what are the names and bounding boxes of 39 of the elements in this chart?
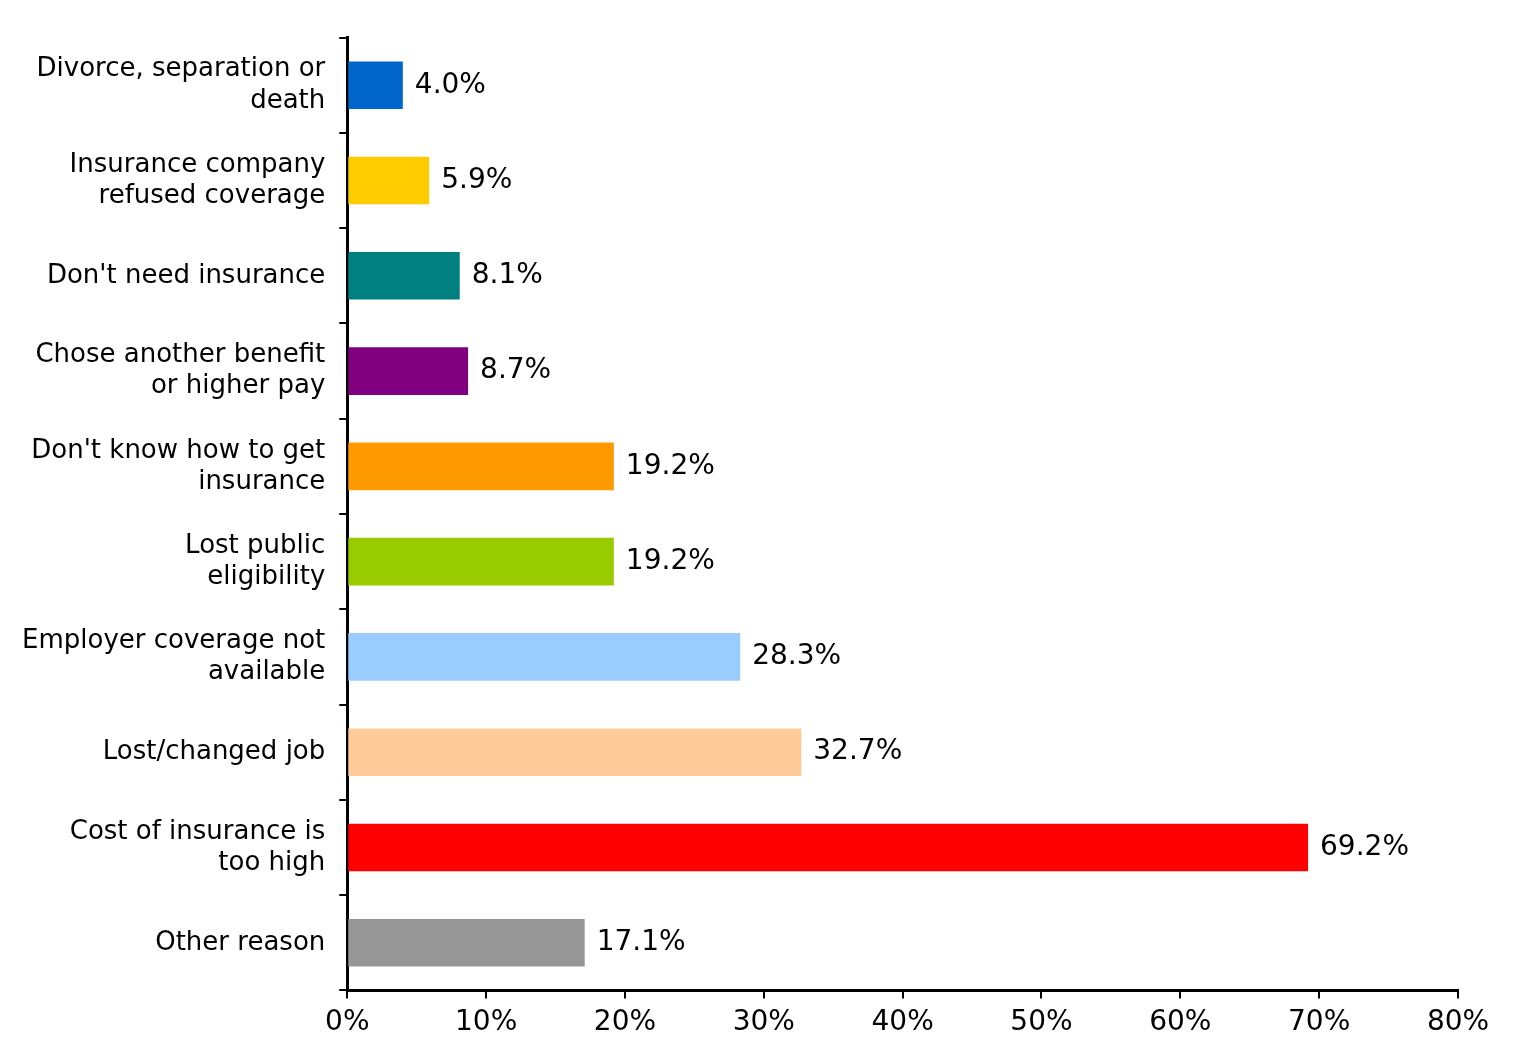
y-tick-label: Lost/changed job [102,734,326,765]
x-tick-label: 60% [1149,1004,1212,1038]
bar [348,633,741,681]
data-label: 4.0% [414,66,486,100]
x-tick-label: 40% [871,1004,934,1038]
x-tick-label: 50% [1010,1004,1073,1038]
y-tick-label: Insurance company refused coverage [69,147,326,209]
y-tick-label: Other reason [155,925,326,956]
x-tick-label: 80% [1426,1004,1490,1038]
data-label: 69.2% [1320,828,1410,862]
data-label: 8.7% [480,352,552,386]
data-label: 17.1% [596,924,686,958]
x-tick-label: 10% [455,1004,518,1038]
data-label: 28.3% [752,638,842,672]
data-label: 32.7% [813,733,903,767]
bar [348,918,585,967]
bar [348,442,614,491]
y-tick-label: Chose another benefit or higher pay [35,338,326,400]
y-tick-label: Don't know how to get insurance [31,433,326,495]
data-label: 5.9% [441,161,513,195]
bar [348,251,460,300]
bar [348,823,1309,872]
data-label: 19.2% [625,542,715,576]
bar [348,61,403,110]
x-tick-label: 70% [1288,1004,1351,1038]
y-tick-label: Employer coverage not available [22,624,326,686]
bar [348,537,614,586]
data-label: 8.1% [471,257,543,291]
data-label: 19.2% [625,447,715,481]
x-tick-label: 30% [732,1004,795,1038]
y-tick-label: Lost public eligibility [185,528,326,590]
y-tick-label: Don't need insurance [46,258,326,289]
x-tick-label: 0% [325,1004,370,1038]
bar [348,728,802,777]
bar [348,347,469,395]
y-tick-label: Cost of insurance is too high [69,814,326,876]
bar [348,156,430,205]
x-tick-label: 20% [593,1004,657,1038]
y-tick-label: Divorce, separation or death [36,52,326,114]
